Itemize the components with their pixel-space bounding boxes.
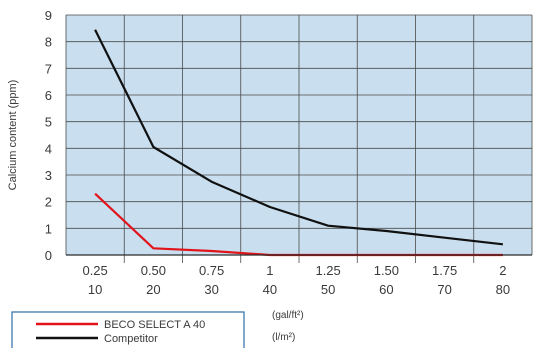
y-axis-label: Calcium content (ppm) xyxy=(7,80,19,191)
x-tick-label-gal: 1.50 xyxy=(374,263,399,278)
y-tick-labels: 0 1 2 3 4 5 6 7 8 9 xyxy=(45,8,52,263)
x-tick-labels: 0.25 0.50 0.75 1 1.25 1.50 1.75 2 10 20 30 40 50 60 70… xyxy=(82,263,510,297)
y-tick-label: 4 xyxy=(45,141,52,156)
x-tick-label-gal: 0.75 xyxy=(199,263,224,278)
y-tick-label: 6 xyxy=(45,88,52,103)
y-tick-label: 1 xyxy=(45,221,52,236)
y-tick-label: 2 xyxy=(45,195,52,210)
legend: BECO SELECT A 40 Competitor xyxy=(11,311,245,348)
series-line-1 xyxy=(94,29,504,246)
x-unit-l: (l/m²) xyxy=(272,332,295,343)
x-tick-label-gal: 0.25 xyxy=(82,263,107,278)
x-tick-label-gal: 0.50 xyxy=(141,263,166,278)
x-tick-label-l: 70 xyxy=(437,282,451,297)
y-tick-label: 9 xyxy=(45,8,52,23)
x-tick-label-l: 60 xyxy=(379,282,393,297)
y-tick-label: 0 xyxy=(45,248,52,263)
x-tick-label-l: 50 xyxy=(321,282,335,297)
y-tick-label: 7 xyxy=(45,61,52,76)
x-tick-label-l: 40 xyxy=(263,282,277,297)
y-tick-label: 3 xyxy=(45,168,52,183)
legend-label-competitor: Competitor xyxy=(104,333,158,345)
x-tick-label-gal: 1.75 xyxy=(432,263,457,278)
x-unit-gal: (gal/ft²) xyxy=(272,310,304,321)
x-tick-label-l: 10 xyxy=(88,282,102,297)
legend-label-beco: BECO SELECT A 40 xyxy=(104,319,205,331)
x-tick-label-l: 20 xyxy=(146,282,160,297)
y-tick-label: 8 xyxy=(45,35,52,50)
x-tick-label-l: 30 xyxy=(204,282,218,297)
legend-box xyxy=(11,311,245,348)
x-tick-label-gal: 2 xyxy=(499,263,506,278)
grid-lines xyxy=(65,14,533,263)
y-tick-label: 5 xyxy=(45,115,52,130)
x-tick-label-l: 80 xyxy=(496,282,510,297)
x-tick-label-gal: 1 xyxy=(266,263,273,278)
x-tick-label-gal: 1.25 xyxy=(315,263,340,278)
